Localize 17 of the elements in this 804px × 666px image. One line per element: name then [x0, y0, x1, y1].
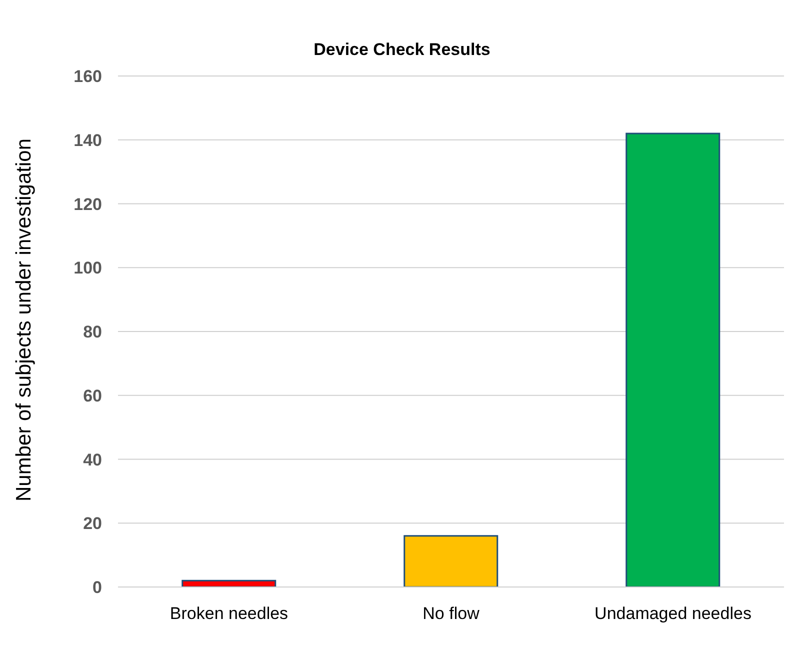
bar [626, 132, 720, 587]
y-tick-label: 100 [74, 258, 102, 278]
bar [182, 580, 276, 587]
y-tick-label: 80 [83, 322, 102, 342]
y-tick-label: 40 [83, 450, 102, 470]
x-tick-label: No flow [422, 604, 480, 624]
x-tick-label: Undamaged needles [594, 604, 752, 624]
chart-title: Device Check Results [312, 39, 492, 61]
y-tick-label: 60 [83, 386, 102, 406]
y-tick-label: 0 [92, 578, 102, 598]
y-tick-label: 120 [74, 194, 102, 214]
y-axis-title: Number of subjects under investigation [12, 138, 36, 502]
x-tick-label: Broken needles [170, 604, 288, 624]
y-tick-label: 140 [74, 130, 102, 150]
bar [404, 535, 498, 587]
y-tick-label: 160 [74, 67, 102, 86]
y-tick-label: 20 [83, 514, 102, 534]
